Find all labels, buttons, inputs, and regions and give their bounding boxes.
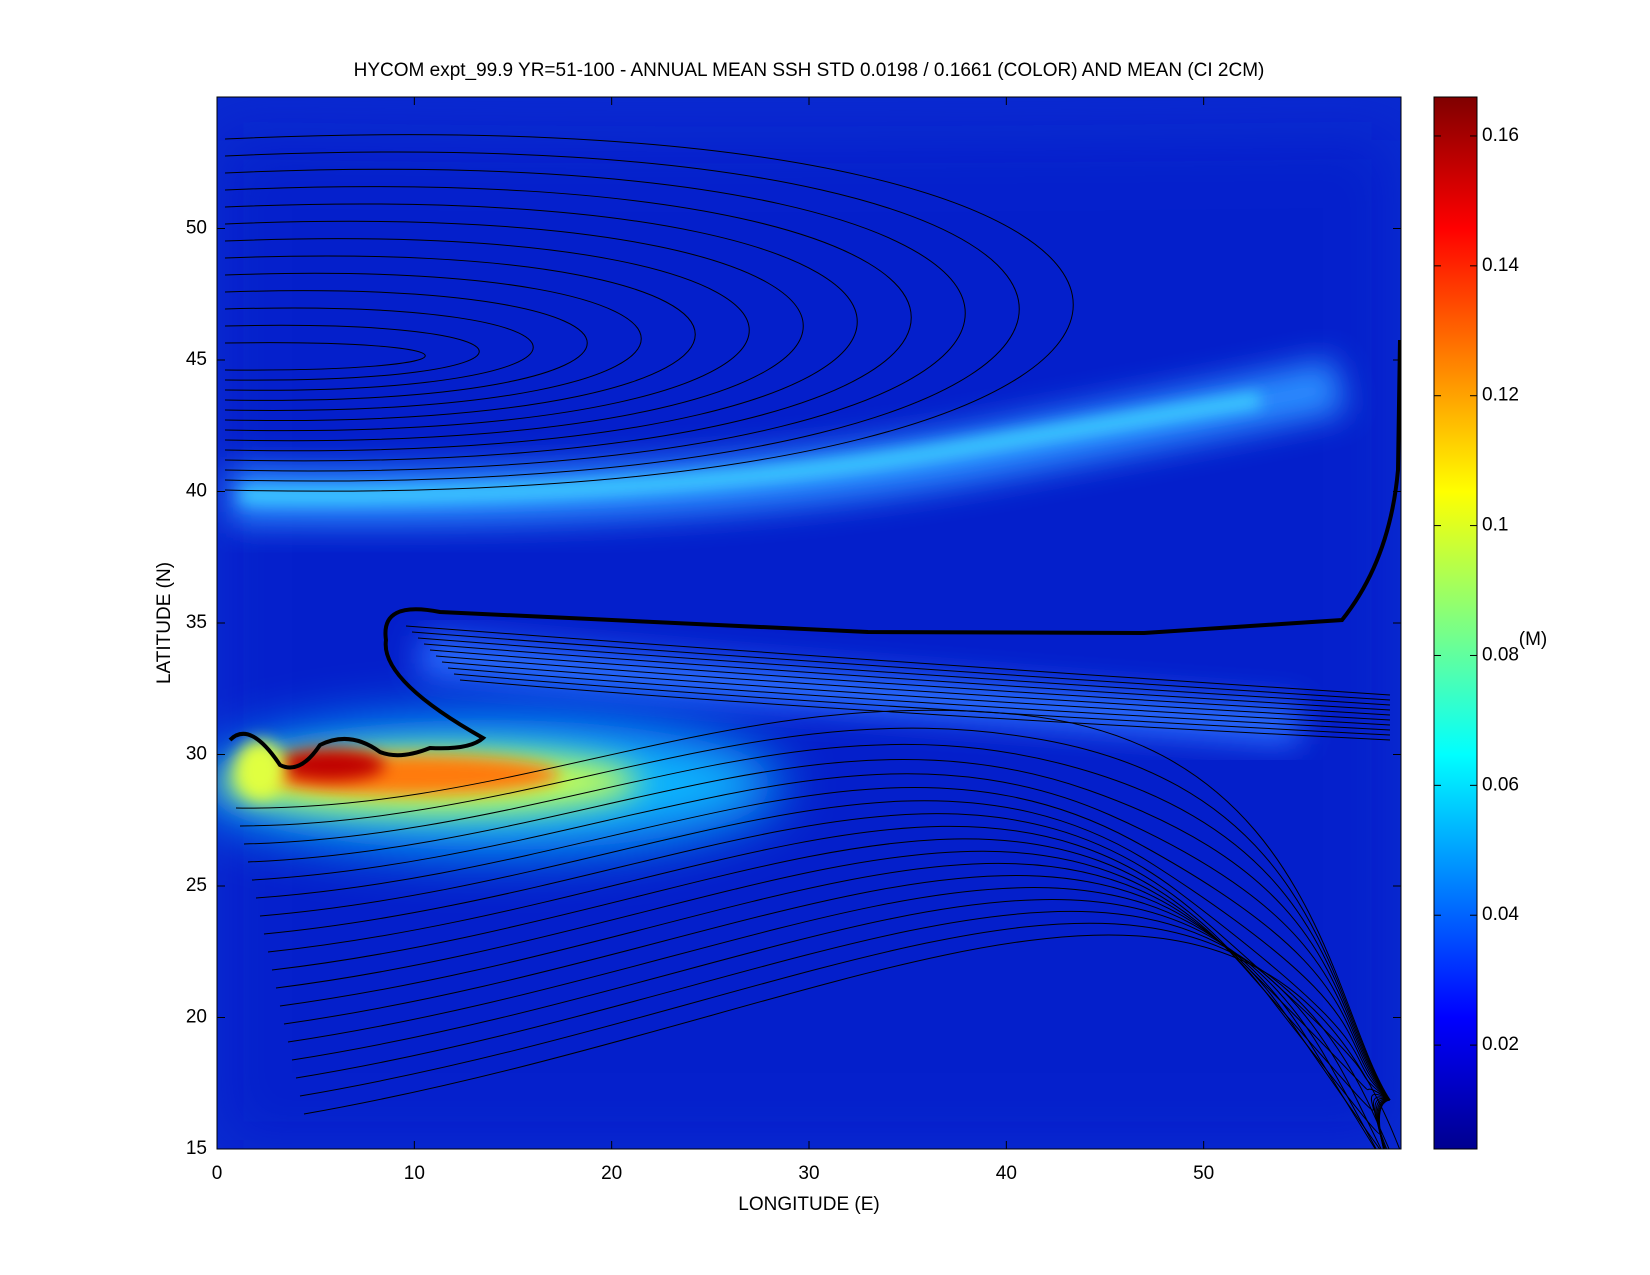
contour xyxy=(224,255,696,422)
contour xyxy=(224,307,534,391)
colorbar-label: (M) xyxy=(1519,629,1547,650)
x-tick-label: 30 xyxy=(798,1163,819,1184)
y-axis-label: LATITUDE (N) xyxy=(154,562,175,684)
y-tick-label: 25 xyxy=(186,875,207,896)
ssh-field xyxy=(217,97,1401,1149)
contour xyxy=(411,631,1391,701)
contour xyxy=(224,134,1074,492)
contour xyxy=(224,342,426,371)
y-tick-label: 15 xyxy=(186,1138,207,1159)
contour xyxy=(224,290,588,401)
contour xyxy=(291,898,1391,1149)
x-tick-label: 0 xyxy=(212,1163,223,1184)
y-tick-label: 40 xyxy=(186,481,207,502)
contour xyxy=(224,324,480,381)
chart-title: HYCOM expt_99.9 YR=51-100 - ANNUAL MEAN … xyxy=(354,60,1265,81)
contour xyxy=(441,661,1391,726)
contour xyxy=(453,673,1391,736)
colorbar-tick-label: 0.16 xyxy=(1482,125,1519,146)
contour xyxy=(224,151,1020,482)
contour xyxy=(243,743,1391,1101)
contour xyxy=(459,679,1391,741)
contour xyxy=(224,186,912,462)
x-axis-label: LONGITUDE (E) xyxy=(738,1194,879,1215)
colorbar-tick-label: 0.04 xyxy=(1482,904,1519,925)
contour xyxy=(275,850,1391,1111)
contour xyxy=(251,773,1391,1101)
colorbar-tick-label: 0.1 xyxy=(1482,515,1508,536)
contour xyxy=(224,203,858,452)
colorbar-tick-label: 0.14 xyxy=(1482,255,1519,276)
contour xyxy=(239,727,1391,1101)
contour xyxy=(405,625,1391,696)
y-tick-label: 35 xyxy=(186,612,207,633)
colorbar-tick-label: 0.08 xyxy=(1482,644,1519,665)
x-tick-label: 50 xyxy=(1193,1163,1214,1184)
contour xyxy=(247,759,1391,1101)
y-tick-label: 45 xyxy=(186,349,207,370)
contour xyxy=(429,649,1391,716)
x-tick-label: 20 xyxy=(601,1163,622,1184)
contour xyxy=(303,934,1401,1149)
contour xyxy=(271,838,1391,1101)
contour xyxy=(224,272,642,411)
contour xyxy=(295,910,1391,1149)
contour xyxy=(417,637,1391,706)
colorbar xyxy=(1433,96,1478,1150)
x-tick-label: 40 xyxy=(996,1163,1017,1184)
contour xyxy=(259,800,1391,1101)
y-tick-label: 20 xyxy=(186,1007,207,1028)
x-tick-label: 10 xyxy=(404,1163,425,1184)
y-tick-label: 30 xyxy=(186,744,207,765)
contour xyxy=(435,655,1391,721)
y-tick-label: 50 xyxy=(186,218,207,239)
colorbar-tick-label: 0.02 xyxy=(1482,1034,1519,1055)
colorbar-tick-label: 0.12 xyxy=(1482,385,1519,406)
contour xyxy=(255,787,1391,1101)
contour xyxy=(447,667,1391,731)
colorbar-tick-label: 0.06 xyxy=(1482,774,1519,795)
contour xyxy=(224,238,750,432)
contour xyxy=(423,643,1391,711)
contour xyxy=(287,887,1391,1149)
contour xyxy=(263,813,1391,1101)
contour xyxy=(299,922,1391,1149)
contour xyxy=(224,220,804,442)
contour xyxy=(224,168,966,472)
